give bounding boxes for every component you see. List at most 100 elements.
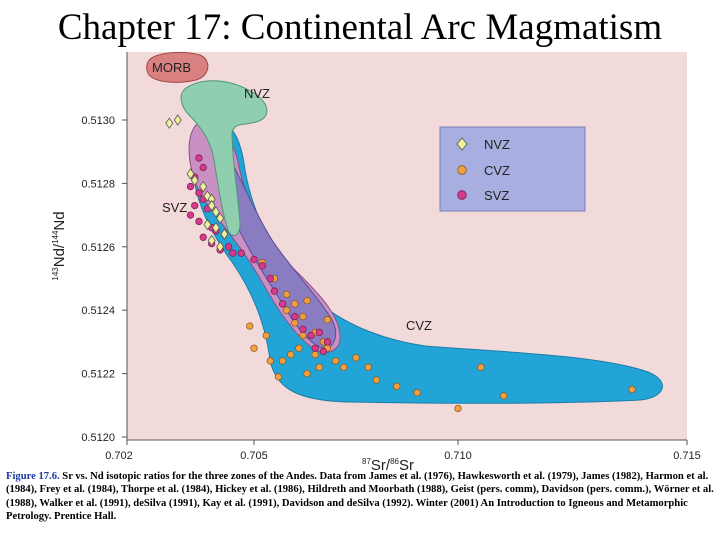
y-label-sup2: 144 bbox=[51, 230, 60, 244]
x-ticks: 0.702 0.705 0.710 0.715 bbox=[105, 440, 701, 462]
cvz-point bbox=[331, 357, 340, 365]
nvz-point bbox=[211, 206, 220, 218]
legend-nvz-marker bbox=[456, 137, 468, 151]
cvz-point bbox=[303, 297, 311, 305]
cvz-point bbox=[500, 392, 508, 400]
nvz-point bbox=[207, 199, 216, 212]
x-label-sup2: 86 bbox=[390, 457, 399, 466]
cvz-point bbox=[246, 322, 254, 330]
cvz-point bbox=[266, 357, 274, 365]
svz-point bbox=[191, 201, 199, 210]
nvz-label: NVZ bbox=[244, 86, 270, 101]
cvz-point bbox=[295, 344, 303, 352]
svz-point bbox=[199, 233, 207, 241]
caption-text: Sr vs. Nd isotopic ratios for the three … bbox=[6, 471, 714, 523]
cvz-point bbox=[303, 369, 311, 378]
cvz-point bbox=[311, 350, 319, 359]
nvz-point bbox=[203, 218, 212, 231]
legend-nvz-label: NVZ bbox=[484, 137, 510, 152]
svz-point bbox=[315, 328, 323, 337]
cvz-point bbox=[291, 319, 299, 327]
cvz-point bbox=[282, 290, 291, 299]
x-tick-label: 0.702 bbox=[105, 450, 133, 462]
figure-label: Figure 17.6. bbox=[6, 471, 60, 482]
svz-point bbox=[224, 243, 233, 251]
svz-point bbox=[266, 274, 274, 283]
nvz-point bbox=[216, 241, 225, 253]
page-title: Chapter 17: Continental Arc Magmatism bbox=[57, 7, 663, 48]
svz-point bbox=[307, 331, 315, 340]
svz-point bbox=[237, 249, 245, 257]
y-axis-label: 143Nd/144Nd bbox=[51, 211, 68, 280]
x-tick-label: 0.705 bbox=[240, 450, 268, 462]
svz-point bbox=[258, 262, 266, 270]
nvz-point bbox=[216, 212, 225, 224]
morb-field bbox=[146, 51, 209, 83]
y-label-main: Nd/ bbox=[51, 243, 68, 267]
svz-point bbox=[278, 300, 287, 308]
y-tick-label: 0.5126 bbox=[81, 242, 115, 254]
nvz-point bbox=[211, 222, 220, 234]
svz-point bbox=[299, 325, 307, 333]
cvz-point bbox=[299, 312, 307, 321]
nvz-point bbox=[220, 228, 229, 240]
svz-point bbox=[199, 163, 207, 172]
cvz-point bbox=[352, 354, 360, 362]
cvz-point bbox=[628, 385, 636, 394]
cvz-point bbox=[413, 388, 421, 397]
y-tick-label: 0.5130 bbox=[81, 115, 115, 127]
cvz-point bbox=[393, 382, 401, 390]
nvz-field bbox=[180, 80, 268, 237]
legend-cvz-label: CVZ bbox=[484, 163, 510, 178]
x-axis-label: 87Sr/86Sr bbox=[362, 457, 414, 470]
isotope-chart: MORB NVZ SVZ CVZ NVZ CVZ SVZ 0.51200.512… bbox=[51, 51, 701, 470]
cvz-point bbox=[282, 306, 291, 314]
y-ticks: 0.5120 0.5122 0.5124 0.5126 0.5128 0.5130 bbox=[81, 115, 127, 444]
nvz-point bbox=[190, 174, 199, 186]
svz-point bbox=[311, 344, 319, 352]
svz-point bbox=[195, 189, 203, 197]
data-points bbox=[165, 114, 636, 413]
svz-point bbox=[186, 211, 195, 219]
svz-point bbox=[195, 217, 203, 226]
cvz-point bbox=[364, 363, 372, 371]
cvz-point bbox=[287, 350, 295, 359]
x-tick-label: 0.710 bbox=[444, 450, 472, 462]
cvz-point bbox=[315, 363, 323, 371]
cvz-point bbox=[323, 316, 332, 324]
svz-point bbox=[195, 154, 203, 162]
y-label-end: Nd bbox=[51, 211, 68, 230]
legend-cvz-marker bbox=[457, 165, 467, 175]
svz-point bbox=[270, 287, 279, 295]
nvz-point bbox=[199, 180, 208, 193]
svz-point bbox=[291, 312, 299, 321]
svz-label: SVZ bbox=[162, 200, 187, 215]
nvz-point bbox=[186, 168, 195, 180]
y-tick-label: 0.5122 bbox=[81, 369, 115, 381]
svz-point bbox=[186, 182, 195, 191]
cvz-point bbox=[250, 344, 258, 352]
nvz-point bbox=[173, 114, 182, 126]
legend-svz-marker bbox=[457, 190, 467, 200]
morb-label: MORB bbox=[152, 60, 191, 75]
y-label-sup1: 143 bbox=[51, 267, 60, 281]
cvz-point bbox=[262, 331, 270, 340]
nvz-point bbox=[165, 117, 174, 129]
y-tick-label: 0.5124 bbox=[81, 305, 115, 317]
y-tick-label: 0.5128 bbox=[81, 178, 115, 190]
cvz-point bbox=[299, 331, 307, 340]
legend: NVZ CVZ SVZ bbox=[439, 126, 586, 212]
legend-svz-label: SVZ bbox=[484, 188, 509, 203]
x-label-end: Sr bbox=[399, 457, 414, 470]
x-tick-label: 0.715 bbox=[673, 450, 701, 462]
svz-point bbox=[250, 255, 258, 264]
cvz-point bbox=[454, 404, 462, 413]
cvz-point bbox=[274, 373, 283, 381]
x-label-main: Sr/ bbox=[371, 457, 391, 470]
cvz-label: CVZ bbox=[406, 318, 432, 333]
cvz-point bbox=[477, 363, 485, 371]
svz-point bbox=[319, 347, 328, 356]
svz-point bbox=[323, 338, 332, 346]
svz-point bbox=[229, 249, 237, 257]
nvz-point bbox=[207, 234, 216, 247]
